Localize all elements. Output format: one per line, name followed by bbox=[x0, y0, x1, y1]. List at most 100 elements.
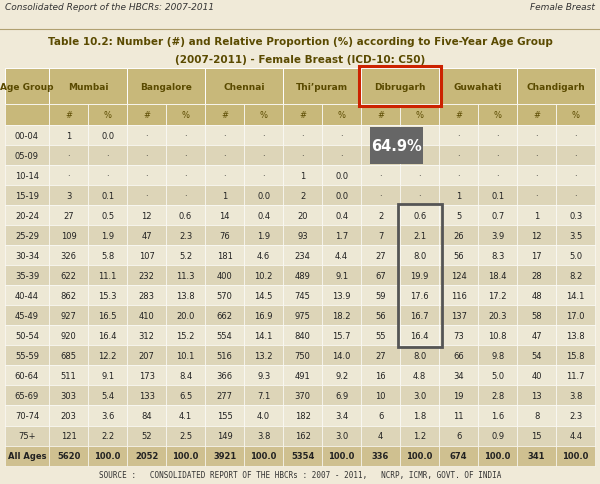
Text: 8.0: 8.0 bbox=[413, 351, 426, 360]
Text: 7: 7 bbox=[378, 231, 383, 240]
Text: 8.0: 8.0 bbox=[413, 251, 426, 260]
Bar bbox=[5, 406, 49, 425]
Text: 0.1: 0.1 bbox=[491, 191, 504, 200]
Bar bbox=[283, 266, 322, 286]
Text: 516: 516 bbox=[217, 351, 233, 360]
Bar bbox=[88, 126, 127, 146]
Text: ·: · bbox=[379, 131, 382, 140]
Text: Dibrugarh: Dibrugarh bbox=[374, 82, 426, 91]
Text: 14.1: 14.1 bbox=[254, 331, 273, 340]
Bar bbox=[166, 266, 205, 286]
Bar bbox=[322, 366, 361, 386]
Bar bbox=[5, 69, 49, 105]
Bar bbox=[370, 127, 423, 164]
Bar bbox=[5, 326, 49, 346]
Text: ·: · bbox=[67, 171, 70, 181]
Bar bbox=[478, 425, 517, 446]
Bar bbox=[478, 126, 517, 146]
Text: 4: 4 bbox=[378, 431, 383, 440]
Bar bbox=[88, 386, 127, 406]
Text: 0.6: 0.6 bbox=[413, 212, 426, 220]
Text: ·: · bbox=[184, 171, 187, 181]
Bar bbox=[556, 105, 595, 126]
Text: 45-49: 45-49 bbox=[15, 311, 39, 320]
Text: 4.4: 4.4 bbox=[569, 431, 582, 440]
Text: 10: 10 bbox=[376, 391, 386, 400]
Bar bbox=[283, 326, 322, 346]
Bar bbox=[205, 386, 244, 406]
Bar bbox=[127, 446, 166, 466]
Bar bbox=[439, 386, 478, 406]
Text: 5.2: 5.2 bbox=[179, 251, 192, 260]
Text: ·: · bbox=[418, 131, 421, 140]
Bar bbox=[166, 386, 205, 406]
Text: ·: · bbox=[574, 191, 577, 200]
Bar bbox=[283, 69, 361, 105]
Bar bbox=[244, 105, 283, 126]
Text: 750: 750 bbox=[295, 351, 311, 360]
Text: 3.9: 3.9 bbox=[491, 231, 505, 240]
Bar bbox=[478, 166, 517, 186]
Text: 4.4: 4.4 bbox=[335, 251, 348, 260]
Text: Table 10.2: Number (#) and Relative Proportion (%) according to Five-Year Age Gr: Table 10.2: Number (#) and Relative Prop… bbox=[47, 37, 553, 46]
Text: 15: 15 bbox=[532, 431, 542, 440]
Text: ·: · bbox=[340, 151, 343, 160]
Bar bbox=[88, 105, 127, 126]
Text: 4.6: 4.6 bbox=[257, 251, 270, 260]
Text: 662: 662 bbox=[217, 311, 233, 320]
Text: %: % bbox=[416, 111, 424, 120]
Bar bbox=[283, 105, 322, 126]
Text: 1.9: 1.9 bbox=[257, 231, 270, 240]
Bar bbox=[166, 446, 205, 466]
Text: 9.3: 9.3 bbox=[257, 371, 270, 380]
Bar bbox=[166, 306, 205, 326]
Text: 6.5: 6.5 bbox=[179, 391, 192, 400]
Bar bbox=[478, 386, 517, 406]
Bar bbox=[5, 366, 49, 386]
Text: 100.0: 100.0 bbox=[250, 451, 277, 460]
Bar bbox=[127, 226, 166, 246]
Bar bbox=[49, 306, 88, 326]
Text: 121: 121 bbox=[61, 431, 76, 440]
Bar bbox=[283, 126, 322, 146]
Bar bbox=[166, 146, 205, 166]
Text: 1.9: 1.9 bbox=[101, 231, 114, 240]
Text: 12: 12 bbox=[142, 212, 152, 220]
Bar bbox=[322, 186, 361, 206]
Bar bbox=[283, 286, 322, 306]
Bar bbox=[322, 206, 361, 226]
Text: ·: · bbox=[574, 131, 577, 140]
Text: 100.0: 100.0 bbox=[172, 451, 199, 460]
Text: 312: 312 bbox=[139, 331, 155, 340]
Text: 3.6: 3.6 bbox=[101, 411, 114, 420]
Text: 2.8: 2.8 bbox=[491, 391, 505, 400]
Text: Guwahati: Guwahati bbox=[454, 82, 502, 91]
Bar bbox=[5, 166, 49, 186]
Text: 14.1: 14.1 bbox=[566, 291, 585, 300]
Text: %: % bbox=[572, 111, 580, 120]
Bar bbox=[361, 206, 400, 226]
Bar bbox=[205, 166, 244, 186]
Text: 9.1: 9.1 bbox=[101, 371, 114, 380]
Bar bbox=[361, 69, 439, 105]
Text: 20-24: 20-24 bbox=[15, 212, 39, 220]
Bar bbox=[283, 246, 322, 266]
Bar bbox=[400, 126, 439, 146]
Bar bbox=[5, 126, 49, 146]
Bar bbox=[517, 105, 556, 126]
Bar bbox=[205, 446, 244, 466]
Bar bbox=[361, 386, 400, 406]
Text: 3.8: 3.8 bbox=[569, 391, 583, 400]
Text: 35-39: 35-39 bbox=[15, 271, 39, 280]
Text: 14.5: 14.5 bbox=[254, 291, 273, 300]
Bar bbox=[205, 406, 244, 425]
Bar bbox=[361, 226, 400, 246]
Bar bbox=[361, 425, 400, 446]
Bar bbox=[5, 446, 49, 466]
Text: ·: · bbox=[145, 151, 148, 160]
Text: 9.1: 9.1 bbox=[335, 271, 348, 280]
Bar bbox=[127, 346, 166, 366]
Text: 341: 341 bbox=[528, 451, 545, 460]
Text: 4.1: 4.1 bbox=[179, 411, 192, 420]
Bar bbox=[244, 186, 283, 206]
